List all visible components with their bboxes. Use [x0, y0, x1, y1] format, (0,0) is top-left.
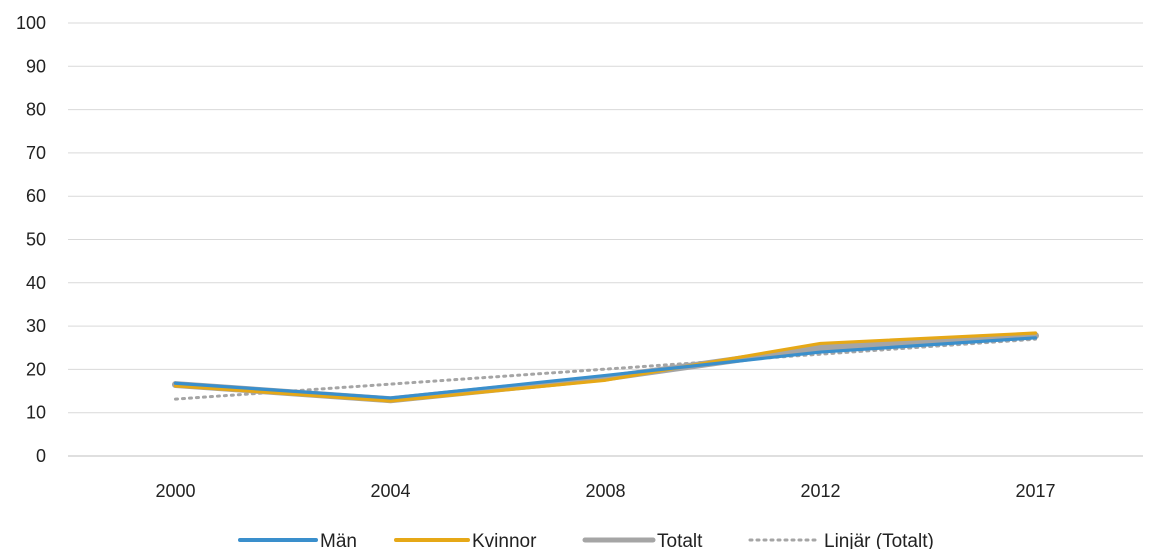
legend-label: Linjär (Totalt) — [824, 531, 934, 549]
legend-item: Totalt — [582, 531, 703, 549]
x-tick-label: 2004 — [370, 481, 410, 501]
legend-item: Män — [238, 531, 357, 549]
series-line-m-n — [173, 336, 1038, 400]
series-lines — [172, 331, 1039, 404]
y-tick-label: 10 — [26, 403, 46, 423]
x-tick-label: 2012 — [800, 481, 840, 501]
y-tick-label: 50 — [26, 230, 46, 250]
gridlines — [68, 22, 1143, 457]
y-tick-label: 90 — [26, 56, 46, 76]
legend: Män Kvinnor Totalt Linjär (Totalt) — [238, 531, 934, 549]
x-axis-ticks: 2000 2004 2008 2012 2017 — [155, 481, 1055, 501]
y-axis-ticks: 0 10 20 30 40 50 60 70 80 90 100 — [16, 13, 46, 466]
y-tick-label: 0 — [36, 446, 46, 466]
y-tick-label: 80 — [26, 100, 46, 120]
y-tick-label: 40 — [26, 273, 46, 293]
legend-label: Totalt — [657, 531, 703, 549]
legend-label: Kvinnor — [472, 531, 537, 549]
y-tick-label: 20 — [26, 359, 46, 379]
legend-label: Män — [320, 531, 357, 549]
x-tick-label: 2008 — [585, 481, 625, 501]
y-tick-label: 100 — [16, 13, 46, 33]
y-tick-label: 60 — [26, 186, 46, 206]
y-tick-label: 70 — [26, 143, 46, 163]
legend-item: Kvinnor — [394, 531, 537, 549]
x-tick-label: 2017 — [1015, 481, 1055, 501]
x-tick-label: 2000 — [155, 481, 195, 501]
legend-item: Linjär (Totalt) — [748, 531, 934, 549]
series-line-kvinnor — [173, 331, 1038, 403]
y-tick-label: 30 — [26, 316, 46, 336]
